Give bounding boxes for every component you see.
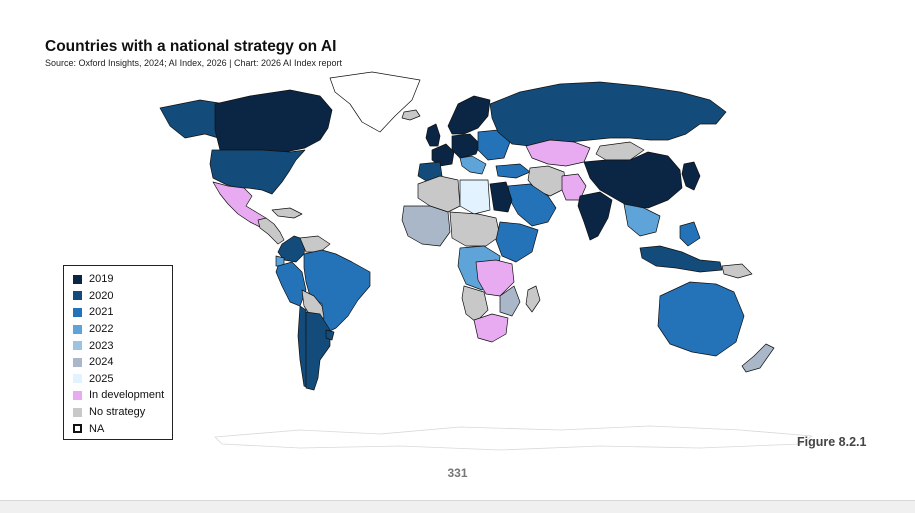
legend-swatch bbox=[73, 357, 82, 367]
legend-item-na: NA bbox=[73, 420, 172, 437]
legend-item-2025: 2025 bbox=[73, 371, 172, 388]
region-caribbean bbox=[271, 207, 303, 219]
region-japan-korea bbox=[681, 161, 701, 191]
region-scandinavia bbox=[447, 95, 491, 135]
region-uk bbox=[425, 123, 441, 147]
legend-label: 2020 bbox=[89, 289, 114, 302]
map-legend: 2019 2020 2021 2022 2023 2024 2025 In developme… bbox=[63, 265, 173, 440]
region-central-europe bbox=[451, 133, 481, 159]
chart-source: Source: Oxford Insights, 2024; AI Index,… bbox=[45, 58, 343, 68]
region-central-asia bbox=[525, 139, 591, 167]
legend-label: In development bbox=[89, 389, 165, 402]
region-russia bbox=[489, 81, 727, 147]
legend-item-2022: 2022 bbox=[73, 321, 172, 338]
region-maghreb bbox=[417, 175, 461, 213]
region-greenland bbox=[329, 71, 421, 133]
legend-swatch bbox=[73, 291, 82, 301]
region-peru bbox=[275, 261, 307, 307]
region-australia bbox=[657, 281, 745, 357]
legend-swatch bbox=[73, 324, 82, 334]
legend-label: 2024 bbox=[89, 356, 114, 369]
region-indonesia bbox=[639, 245, 723, 273]
region-india bbox=[577, 191, 613, 241]
legend-swatch bbox=[73, 424, 82, 434]
footer-bar bbox=[0, 500, 915, 513]
legend-label: No strategy bbox=[89, 406, 146, 419]
page-title: Countries with a national strategy on AI bbox=[45, 38, 337, 55]
region-west-africa bbox=[401, 205, 451, 247]
region-madagascar bbox=[525, 285, 541, 313]
region-italy-balkans bbox=[459, 155, 487, 175]
region-sahel bbox=[449, 211, 501, 247]
legend-item-no-strategy: No strategy bbox=[73, 404, 172, 421]
region-east-africa bbox=[495, 221, 539, 263]
region-antarctica bbox=[214, 425, 813, 451]
legend-label: 2023 bbox=[89, 339, 114, 352]
region-iceland bbox=[401, 109, 421, 121]
region-brazil bbox=[303, 249, 371, 333]
legend-swatch bbox=[73, 307, 82, 317]
region-bolivia bbox=[301, 289, 325, 319]
region-egypt bbox=[489, 181, 513, 213]
legend-item-2024: 2024 bbox=[73, 354, 172, 371]
legend-label: 2022 bbox=[89, 323, 114, 336]
region-mozambique bbox=[499, 285, 521, 317]
region-alaska bbox=[159, 99, 226, 141]
region-venezuela bbox=[299, 235, 331, 253]
page-number: 331 bbox=[447, 466, 468, 480]
legend-label: NA bbox=[89, 422, 105, 435]
legend-item-2023: 2023 bbox=[73, 337, 172, 354]
region-libya bbox=[459, 179, 491, 215]
region-arabia bbox=[507, 183, 557, 227]
region-south-africa bbox=[473, 313, 509, 343]
region-southeast-asia bbox=[623, 203, 661, 237]
region-iran bbox=[527, 165, 567, 197]
region-png bbox=[721, 263, 753, 279]
legend-swatch bbox=[73, 341, 82, 351]
region-usa bbox=[209, 149, 306, 195]
legend-label: 2025 bbox=[89, 372, 114, 385]
legend-swatch bbox=[73, 390, 82, 400]
region-southern-central-africa bbox=[475, 259, 515, 297]
region-turkey bbox=[495, 163, 531, 179]
legend-label: 2019 bbox=[89, 273, 114, 286]
legend-item-2020: 2020 bbox=[73, 288, 172, 305]
region-france bbox=[431, 143, 455, 167]
legend-swatch bbox=[73, 407, 82, 417]
region-china bbox=[583, 151, 683, 209]
region-new-zealand bbox=[741, 343, 775, 373]
region-uruguay bbox=[325, 329, 335, 341]
region-colombia bbox=[277, 235, 307, 263]
region-argentina bbox=[305, 311, 331, 391]
legend-item-2021: 2021 bbox=[73, 304, 172, 321]
legend-label: 2021 bbox=[89, 306, 114, 319]
legend-swatch bbox=[73, 274, 82, 284]
region-central-america bbox=[257, 217, 285, 245]
legend-swatch bbox=[73, 374, 82, 384]
region-canada bbox=[214, 89, 333, 153]
legend-item-in-development: In development bbox=[73, 387, 172, 404]
legend-item-2019: 2019 bbox=[73, 271, 172, 288]
region-philippines bbox=[679, 221, 701, 247]
figure-label: Figure 8.2.1 bbox=[797, 435, 867, 449]
